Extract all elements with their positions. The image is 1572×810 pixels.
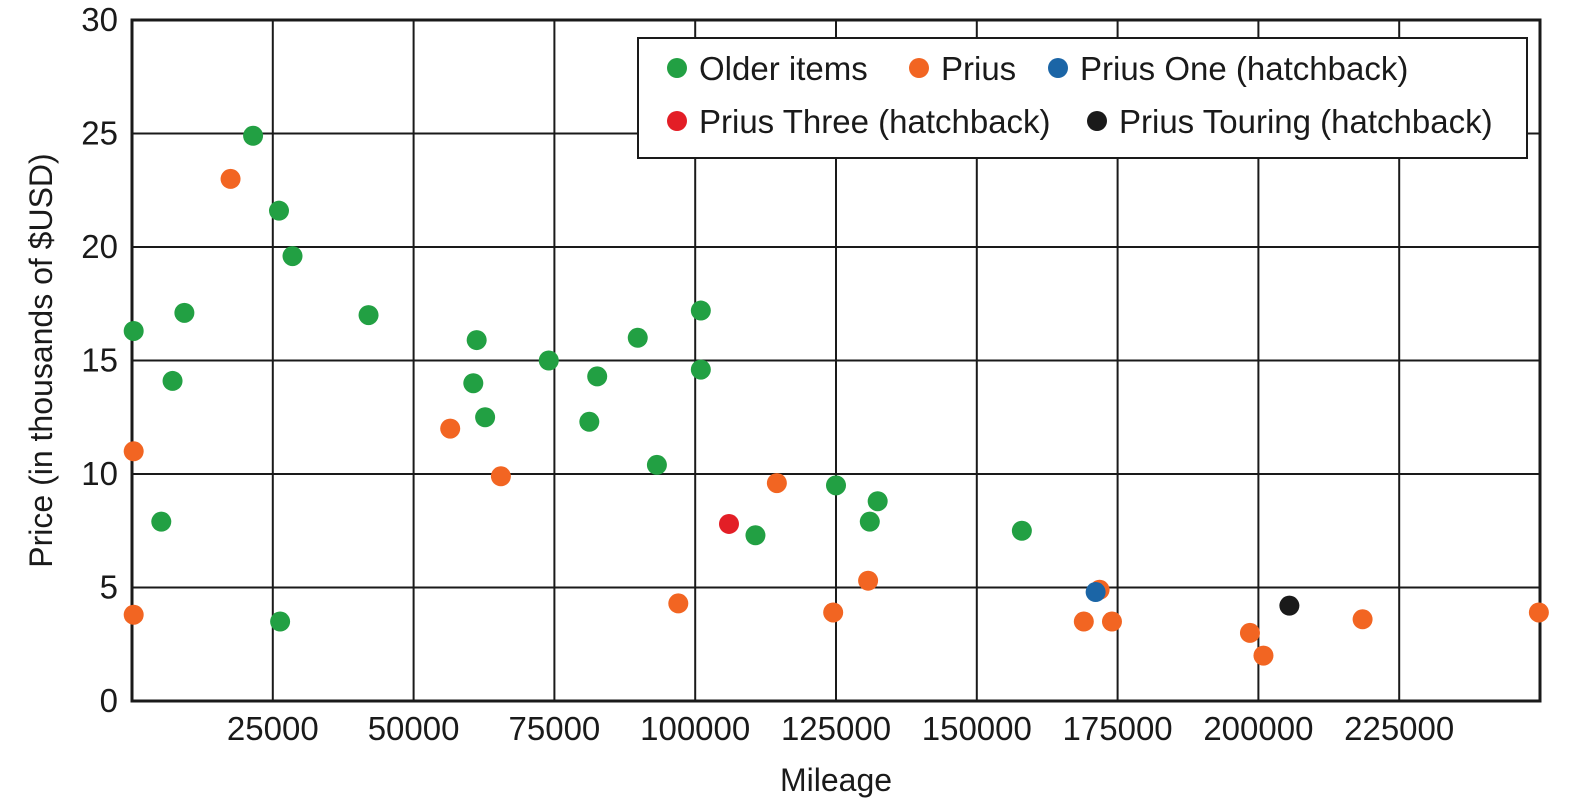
data-point <box>1101 611 1122 632</box>
y-tick-label: 10 <box>81 455 118 492</box>
data-point <box>440 418 461 439</box>
data-point <box>151 511 172 532</box>
data-point <box>823 602 844 623</box>
legend-marker <box>667 58 687 78</box>
y-tick-label: 15 <box>81 342 118 379</box>
legend-box <box>637 37 1528 159</box>
legend-label: Prius <box>941 50 1016 87</box>
x-tick-label: 175000 <box>1063 710 1173 747</box>
data-point <box>1528 602 1549 623</box>
series-0 <box>123 125 1032 632</box>
x-tick-label: 100000 <box>640 710 750 747</box>
y-tick-label: 0 <box>100 682 118 719</box>
data-point <box>123 604 144 625</box>
legend-label: Prius One (hatchback) <box>1080 50 1408 87</box>
x-tick-label: 50000 <box>368 710 460 747</box>
data-point <box>268 200 289 221</box>
data-point <box>690 359 711 380</box>
data-point <box>162 370 183 391</box>
x-tick-label: 25000 <box>227 710 319 747</box>
data-point <box>587 366 608 387</box>
data-point <box>463 373 484 394</box>
data-point <box>858 570 879 591</box>
data-point <box>1253 645 1274 666</box>
data-points <box>123 125 1549 666</box>
data-point <box>718 513 739 534</box>
data-point <box>826 475 846 496</box>
data-point <box>579 411 600 432</box>
data-point <box>243 125 264 146</box>
series-3 <box>718 513 739 534</box>
data-point <box>490 466 511 487</box>
x-axis-label: Mileage <box>780 762 892 798</box>
x-tick-label: 225000 <box>1344 710 1454 747</box>
data-point <box>745 525 766 546</box>
data-point <box>1011 520 1032 541</box>
data-point <box>1279 595 1300 616</box>
data-point <box>690 300 711 321</box>
legend-label: Prius Touring (hatchback) <box>1119 103 1493 140</box>
legend-marker <box>1048 58 1068 78</box>
y-axis-label: Price (in thousands of $USD) <box>23 153 59 567</box>
data-point <box>859 511 880 532</box>
x-tick-labels: 25000 50000 75000 100000 125000 150000 175000 2… <box>227 710 1454 747</box>
data-point <box>123 441 144 462</box>
x-tick-label: 75000 <box>509 710 601 747</box>
data-point <box>123 320 144 341</box>
data-point <box>475 407 496 428</box>
series-2 <box>1085 582 1106 603</box>
data-point <box>646 454 667 475</box>
series-4 <box>1279 595 1300 616</box>
data-point <box>174 302 195 323</box>
x-tick-label: 125000 <box>781 710 891 747</box>
data-point <box>766 473 787 494</box>
data-point <box>1239 622 1260 643</box>
data-point <box>1352 609 1373 630</box>
legend: Older items Prius Prius One (hatchback) Pri… <box>637 37 1528 159</box>
data-point <box>668 593 689 614</box>
legend-marker <box>667 111 687 131</box>
y-tick-label: 5 <box>100 569 118 606</box>
x-tick-label: 200000 <box>1203 710 1313 747</box>
y-tick-labels: 0 5 10 15 20 25 30 <box>81 1 118 719</box>
y-tick-label: 25 <box>81 115 118 152</box>
data-point <box>538 350 559 371</box>
data-point <box>1085 582 1106 603</box>
data-point <box>867 491 888 512</box>
y-tick-label: 20 <box>81 228 118 265</box>
data-point <box>358 305 379 326</box>
data-point <box>220 168 241 189</box>
legend-marker <box>1087 111 1107 131</box>
y-tick-label: 30 <box>81 1 118 38</box>
legend-marker <box>909 58 929 78</box>
x-tick-label: 150000 <box>922 710 1032 747</box>
data-point <box>282 246 303 267</box>
legend-label: Older items <box>699 50 868 87</box>
plot-area-frame <box>130 18 1542 703</box>
data-point <box>627 327 648 348</box>
data-point <box>466 330 487 351</box>
data-point <box>270 611 291 632</box>
legend-label: Prius Three (hatchback) <box>699 103 1051 140</box>
data-point <box>1073 611 1094 632</box>
